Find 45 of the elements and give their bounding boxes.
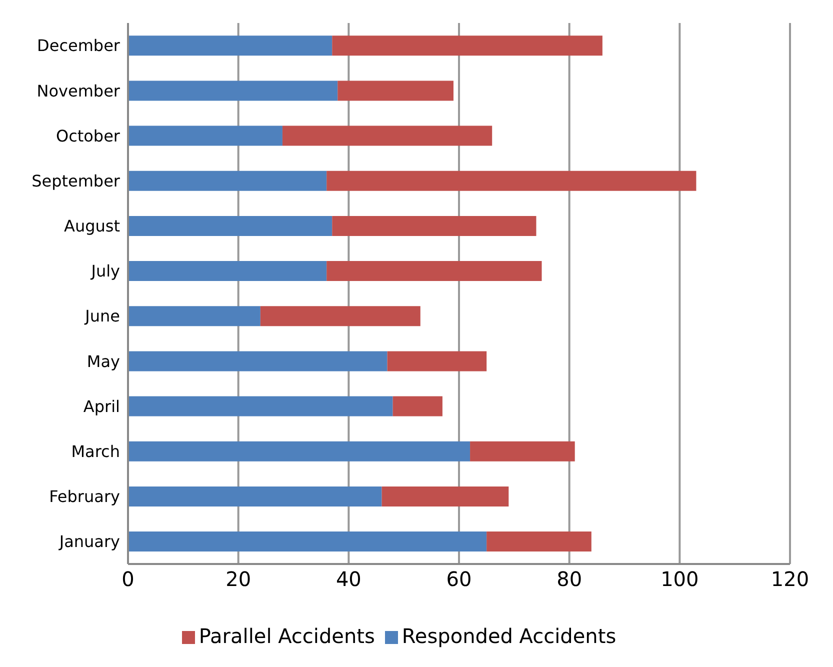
bar <box>387 351 487 372</box>
bar <box>128 532 487 552</box>
bar <box>338 80 454 101</box>
bar <box>332 36 602 56</box>
y-tick-label: December <box>37 36 120 56</box>
bar <box>382 486 509 506</box>
bar <box>326 170 696 191</box>
bar <box>332 216 536 236</box>
y-tick-label: November <box>36 81 120 100</box>
y-tick-label: April <box>83 396 120 416</box>
legend-label: Responded Accidents <box>402 624 616 648</box>
bar <box>470 441 575 462</box>
bar <box>326 261 542 282</box>
legend-label: Parallel Accidents <box>198 624 375 648</box>
bar <box>282 126 492 146</box>
bar <box>392 396 442 416</box>
bar <box>128 396 393 416</box>
x-tick-label: 120 <box>770 567 810 592</box>
x-tick-label: 100 <box>660 567 699 592</box>
x-tick-label: 20 <box>226 567 252 592</box>
bar <box>260 306 420 326</box>
y-tick-label: March <box>71 442 120 461</box>
x-tick-label: 0 <box>122 567 134 592</box>
x-tick-label: 80 <box>556 567 582 592</box>
y-tick-label: September <box>32 171 120 190</box>
bar <box>486 532 592 552</box>
y-tick-label: October <box>56 126 120 146</box>
bar <box>128 306 260 326</box>
y-tick-label: May <box>86 352 120 371</box>
y-tick-label: February <box>49 487 120 506</box>
bar <box>128 351 388 372</box>
bar <box>128 486 382 506</box>
bar <box>128 441 470 462</box>
bar <box>128 216 332 236</box>
y-tick-label: July <box>90 262 120 281</box>
x-tick-label: 60 <box>446 567 472 592</box>
bar <box>128 36 332 56</box>
bar <box>128 170 327 191</box>
bar <box>128 80 338 101</box>
bar <box>128 261 327 282</box>
bar <box>128 126 282 146</box>
x-tick-label: 40 <box>336 567 362 592</box>
y-tick-label: June <box>84 306 120 326</box>
y-tick-label: August <box>64 216 120 236</box>
y-tick-label: January <box>58 532 120 552</box>
